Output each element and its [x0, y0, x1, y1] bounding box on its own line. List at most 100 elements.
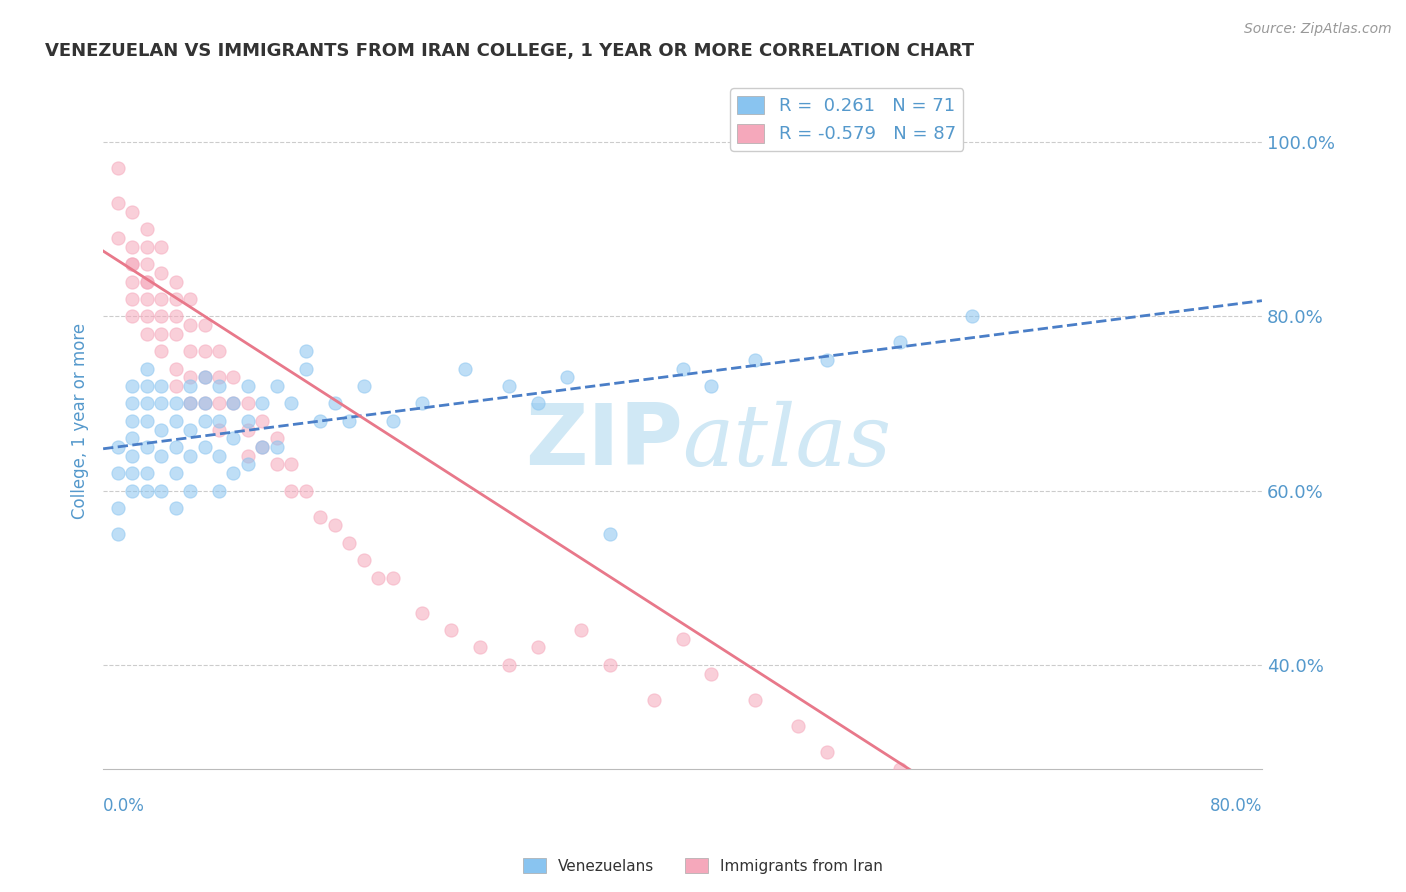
- Point: [150, 266, 173, 280]
- Point: [165, 361, 187, 376]
- Point: [193, 396, 215, 410]
- Point: [179, 292, 201, 306]
- Point: [222, 431, 245, 445]
- Point: [135, 379, 157, 393]
- Point: [179, 396, 201, 410]
- Point: [121, 292, 143, 306]
- Point: [1033, 797, 1056, 812]
- Point: [526, 396, 548, 410]
- Point: [280, 483, 302, 498]
- Point: [671, 632, 693, 646]
- Point: [367, 571, 389, 585]
- Point: [165, 379, 187, 393]
- Point: [236, 458, 259, 472]
- Point: [960, 310, 983, 324]
- Point: [121, 449, 143, 463]
- Point: [208, 423, 231, 437]
- Point: [165, 414, 187, 428]
- Point: [193, 318, 215, 332]
- Point: [135, 275, 157, 289]
- Point: [193, 370, 215, 384]
- Point: [266, 440, 288, 454]
- Point: [179, 423, 201, 437]
- Point: [960, 780, 983, 794]
- Point: [179, 396, 201, 410]
- Point: [1192, 849, 1215, 863]
- Point: [337, 414, 360, 428]
- Point: [252, 414, 274, 428]
- Point: [236, 414, 259, 428]
- Point: [555, 370, 578, 384]
- Point: [179, 449, 201, 463]
- Point: [135, 275, 157, 289]
- Point: [179, 379, 201, 393]
- Point: [236, 396, 259, 410]
- Point: [309, 509, 332, 524]
- Point: [135, 310, 157, 324]
- Point: [121, 204, 143, 219]
- Point: [121, 257, 143, 271]
- Point: [208, 483, 231, 498]
- Point: [135, 440, 157, 454]
- Point: [889, 335, 911, 350]
- Point: [526, 640, 548, 655]
- Point: [1251, 884, 1274, 892]
- Point: [150, 310, 173, 324]
- Point: [121, 240, 143, 254]
- Point: [381, 414, 404, 428]
- Point: [121, 414, 143, 428]
- Point: [411, 396, 433, 410]
- Point: [208, 344, 231, 359]
- Point: [222, 466, 245, 480]
- Point: [252, 396, 274, 410]
- Point: [179, 344, 201, 359]
- Point: [252, 440, 274, 454]
- Point: [121, 431, 143, 445]
- Point: [121, 379, 143, 393]
- Legend: R =  0.261   N = 71, R = -0.579   N = 87: R = 0.261 N = 71, R = -0.579 N = 87: [730, 88, 963, 151]
- Point: [309, 414, 332, 428]
- Point: [700, 666, 723, 681]
- Point: [295, 483, 318, 498]
- Point: [107, 527, 129, 541]
- Point: [165, 466, 187, 480]
- Point: [150, 240, 173, 254]
- Point: [1135, 832, 1157, 847]
- Point: [266, 431, 288, 445]
- Point: [165, 310, 187, 324]
- Point: [1178, 849, 1201, 863]
- Point: [353, 379, 375, 393]
- Point: [107, 440, 129, 454]
- Point: [135, 361, 157, 376]
- Point: [208, 396, 231, 410]
- Point: [744, 352, 766, 367]
- Point: [135, 292, 157, 306]
- Point: [1077, 797, 1099, 812]
- Point: [498, 657, 520, 672]
- Point: [1222, 867, 1244, 881]
- Point: [1236, 867, 1258, 881]
- Point: [889, 762, 911, 776]
- Point: [193, 414, 215, 428]
- Point: [1105, 814, 1128, 829]
- Point: [337, 536, 360, 550]
- Point: [121, 396, 143, 410]
- Point: [150, 396, 173, 410]
- Point: [671, 361, 693, 376]
- Point: [815, 352, 838, 367]
- Point: [454, 361, 477, 376]
- Point: [121, 310, 143, 324]
- Point: [266, 379, 288, 393]
- Point: [498, 379, 520, 393]
- Y-axis label: College, 1 year or more: College, 1 year or more: [72, 323, 89, 519]
- Point: [165, 396, 187, 410]
- Point: [193, 370, 215, 384]
- Point: [179, 370, 201, 384]
- Point: [165, 275, 187, 289]
- Point: [107, 501, 129, 516]
- Point: [150, 449, 173, 463]
- Point: [107, 161, 129, 176]
- Point: [165, 501, 187, 516]
- Point: [381, 571, 404, 585]
- Point: [222, 370, 245, 384]
